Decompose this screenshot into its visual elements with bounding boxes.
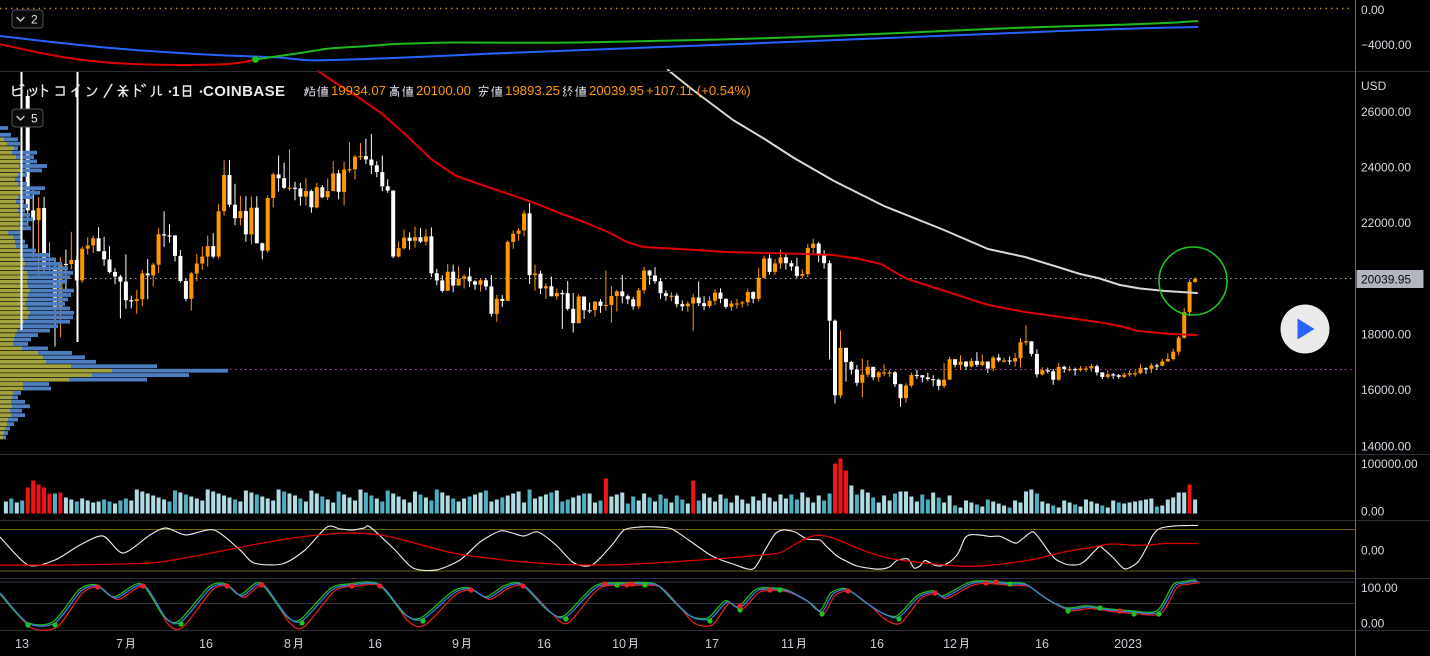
svg-text:16: 16 — [537, 637, 551, 651]
svg-text:19893.25: 19893.25 — [505, 83, 560, 98]
svg-text:0.00: 0.00 — [1361, 3, 1385, 17]
svg-text:14000.00: 14000.00 — [1361, 440, 1411, 454]
svg-text:5: 5 — [31, 112, 38, 126]
svg-text:1: 1 — [172, 84, 180, 99]
svg-text:19934.07: 19934.07 — [331, 83, 386, 98]
svg-text:16: 16 — [870, 637, 884, 651]
svg-text:9: 9 — [452, 637, 459, 651]
svg-text:16: 16 — [199, 637, 213, 651]
svg-text:2023: 2023 — [1114, 637, 1142, 651]
svg-text:18000.00: 18000.00 — [1361, 328, 1411, 342]
svg-text:16: 16 — [1035, 637, 1049, 651]
svg-text:0.00: 0.00 — [1361, 544, 1385, 558]
svg-text:22000.00: 22000.00 — [1361, 216, 1411, 230]
svg-text:20039.95: 20039.95 — [1361, 272, 1411, 286]
svg-text:+107.11 (+0.54%): +107.11 (+0.54%) — [646, 83, 751, 98]
svg-text:17: 17 — [705, 637, 719, 651]
svg-text:10: 10 — [612, 637, 626, 651]
svg-text:16: 16 — [368, 637, 382, 651]
svg-text:20100.00: 20100.00 — [416, 83, 471, 98]
svg-text:100.00: 100.00 — [1361, 581, 1398, 595]
svg-text:11: 11 — [781, 637, 794, 651]
svg-text:100000.00: 100000.00 — [1361, 457, 1418, 471]
svg-text:2: 2 — [31, 13, 38, 27]
svg-text:0.00: 0.00 — [1361, 505, 1385, 519]
svg-text:−4000.00: −4000.00 — [1361, 38, 1412, 52]
svg-text:13: 13 — [15, 637, 29, 651]
svg-text:16000.00: 16000.00 — [1361, 383, 1411, 397]
svg-text:7: 7 — [116, 637, 123, 651]
svg-text:0.00: 0.00 — [1361, 617, 1385, 631]
svg-text:26000.00: 26000.00 — [1361, 105, 1411, 119]
svg-text:COINBASE: COINBASE — [203, 83, 285, 100]
svg-text:12: 12 — [943, 637, 957, 651]
svg-text:8: 8 — [284, 637, 291, 651]
svg-text:USD: USD — [1361, 79, 1387, 93]
svg-text:24000.00: 24000.00 — [1361, 161, 1411, 175]
svg-text:20039.95: 20039.95 — [589, 83, 644, 98]
